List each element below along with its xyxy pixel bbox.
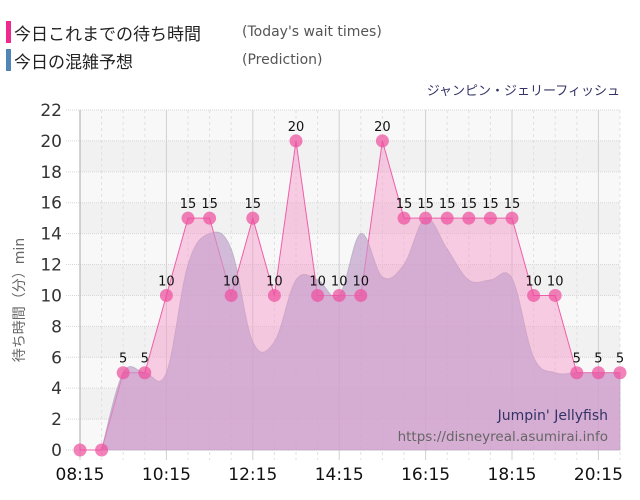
data-point-label: 15 [482, 197, 499, 212]
data-point[interactable] [116, 366, 130, 380]
data-point[interactable] [138, 366, 152, 380]
y-tick-label: 6 [51, 348, 62, 368]
y-axis-label: 待ち時間（分）min [12, 238, 28, 362]
data-point-label: 20 [288, 120, 305, 135]
data-point-label: 5 [594, 352, 602, 367]
grid-band [80, 171, 620, 203]
prediction-area-overlay [101, 217, 621, 450]
legend-item-prediction: 今日の混雑予想 (Prediction) [6, 46, 382, 74]
y-tick-label: 16 [40, 194, 62, 214]
x-tick-label: 16:15 [401, 465, 450, 485]
data-point[interactable] [289, 134, 303, 148]
data-point[interactable] [591, 366, 605, 380]
data-point-label: 15 [180, 197, 197, 212]
grid-band [80, 202, 620, 234]
data-point[interactable] [224, 288, 238, 302]
data-point[interactable] [354, 288, 368, 302]
y-tick-label: 18 [40, 163, 62, 183]
y-tick-label: 4 [51, 379, 62, 399]
data-point[interactable] [527, 288, 541, 302]
series-areas [80, 140, 621, 451]
data-point-label: 10 [309, 274, 326, 289]
y-tick-label: 14 [40, 225, 62, 245]
data-point[interactable] [613, 366, 627, 380]
grid-band [80, 233, 620, 265]
y-tick-label: 22 [40, 101, 62, 121]
data-point[interactable] [483, 211, 497, 225]
data-point[interactable] [419, 211, 433, 225]
data-point-label: 10 [266, 274, 283, 289]
data-point-label: 15 [439, 197, 456, 212]
data-point-label: 10 [353, 274, 370, 289]
watermark-name: Jumpin' Jellyfish [497, 408, 608, 424]
x-tick-label: 08:15 [56, 465, 105, 485]
data-point[interactable] [73, 443, 87, 457]
data-point[interactable] [311, 288, 325, 302]
data-point[interactable] [397, 211, 411, 225]
legend-swatch-today [6, 21, 11, 43]
legend-item-today: 今日これまでの待ち時間 (Today's wait times) [6, 18, 382, 46]
data-point-label: 5 [616, 352, 624, 367]
data-point[interactable] [375, 134, 389, 148]
data-point-label: 15 [396, 197, 413, 212]
data-point-label: 10 [547, 274, 564, 289]
data-point[interactable] [95, 443, 109, 457]
data-point[interactable] [548, 288, 562, 302]
data-point-label: 20 [374, 120, 391, 135]
data-point-label: 15 [461, 197, 478, 212]
legend-label-prediction-en: (Prediction) [242, 52, 323, 68]
y-tick-label: 0 [51, 441, 62, 461]
data-points [73, 134, 627, 457]
x-tick-label: 10:15 [142, 465, 191, 485]
x-tick-label: 20:15 [574, 465, 623, 485]
data-point[interactable] [267, 288, 281, 302]
data-point-label: 5 [119, 352, 127, 367]
data-point-label: 10 [525, 274, 542, 289]
data-point-label: 15 [201, 197, 218, 212]
attraction-title: ジャンピン・ジェリーフィッシュ [426, 84, 620, 99]
data-point-label: 10 [158, 274, 175, 289]
grid-band [80, 110, 620, 141]
x-tick-label: 12:15 [228, 465, 277, 485]
data-point[interactable] [462, 211, 476, 225]
data-point[interactable] [505, 211, 519, 225]
data-point-label: 15 [417, 197, 434, 212]
data-point-label: 10 [331, 274, 348, 289]
y-tick-label: 2 [51, 410, 62, 430]
x-tick-label: 14:15 [315, 465, 364, 485]
data-point-label: 5 [141, 352, 149, 367]
data-point[interactable] [332, 288, 346, 302]
legend-label-today-jp: 今日これまでの待ち時間 [14, 24, 201, 45]
y-tick-label: 12 [40, 256, 62, 276]
data-point-label: 15 [504, 197, 521, 212]
y-tick-label: 10 [40, 286, 62, 306]
tick-labels: 0 2 4 6 8 10 12 14 16 18 20 22 08:15 10:15 12:15 14:15 1… [40, 101, 623, 485]
data-point[interactable] [246, 211, 260, 225]
data-point[interactable] [159, 288, 173, 302]
data-point[interactable] [181, 211, 195, 225]
y-tick-label: 20 [40, 132, 62, 152]
watermark-url: https://disneyreal.asumirai.info [398, 429, 608, 445]
data-point[interactable] [440, 211, 454, 225]
data-point-label: 15 [245, 197, 262, 212]
x-tick-label: 18:15 [488, 465, 537, 485]
legend-swatch-prediction [6, 49, 11, 71]
data-point-label: 10 [223, 274, 240, 289]
grid-band [80, 140, 620, 172]
y-tick-label: 8 [51, 317, 62, 337]
legend: 今日これまでの待ち時間 (Today's wait times) 今日の混雑予想… [6, 18, 382, 74]
legend-label-prediction-jp: 今日の混雑予想 [14, 52, 133, 73]
legend-label-today-en: (Today's wait times) [242, 24, 382, 40]
data-point[interactable] [570, 366, 584, 380]
data-point-label: 5 [573, 352, 581, 367]
data-point[interactable] [203, 211, 217, 225]
